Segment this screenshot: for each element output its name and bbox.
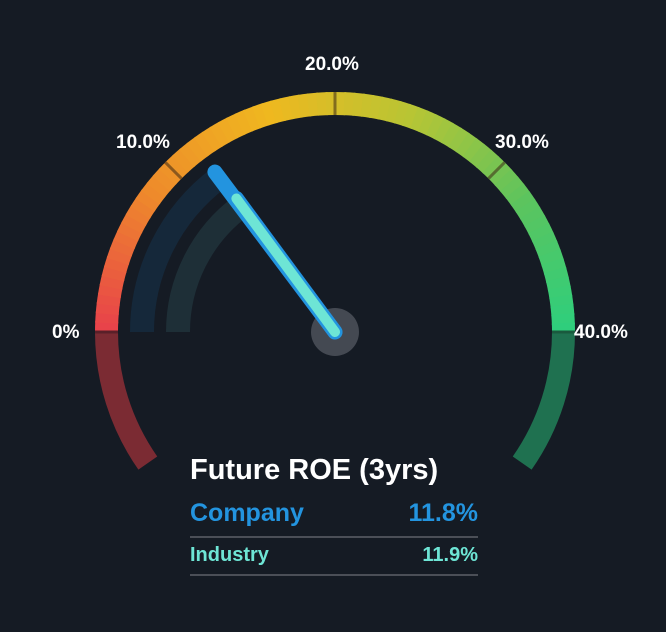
legend-row-industry: Industry 11.9% — [190, 538, 478, 576]
legend: Future ROE (3yrs) Company 11.8% Industry… — [190, 450, 478, 576]
gauge-low-extension — [95, 331, 158, 470]
tick-label-20: 20.0% — [305, 54, 359, 75]
gauge-high-extension — [512, 331, 575, 470]
gauge-tick — [164, 161, 183, 180]
industry-label: Industry — [190, 544, 269, 566]
tick-label-10: 10.0% — [116, 132, 170, 153]
company-value: 11.8% — [408, 499, 478, 527]
company-track-arc — [130, 168, 227, 333]
legend-row-company: Company 11.8% — [190, 498, 478, 538]
company-label: Company — [190, 499, 304, 527]
industry-value: 11.9% — [422, 544, 478, 566]
industry-track-arc — [166, 196, 250, 333]
gauge-tick — [487, 161, 506, 180]
industry-needle — [231, 193, 340, 337]
chart-title: Future ROE (3yrs) — [190, 454, 439, 486]
tick-label-40: 40.0% — [574, 322, 628, 343]
tick-label-30: 30.0% — [495, 132, 549, 153]
tick-label-0: 0% — [52, 322, 80, 343]
